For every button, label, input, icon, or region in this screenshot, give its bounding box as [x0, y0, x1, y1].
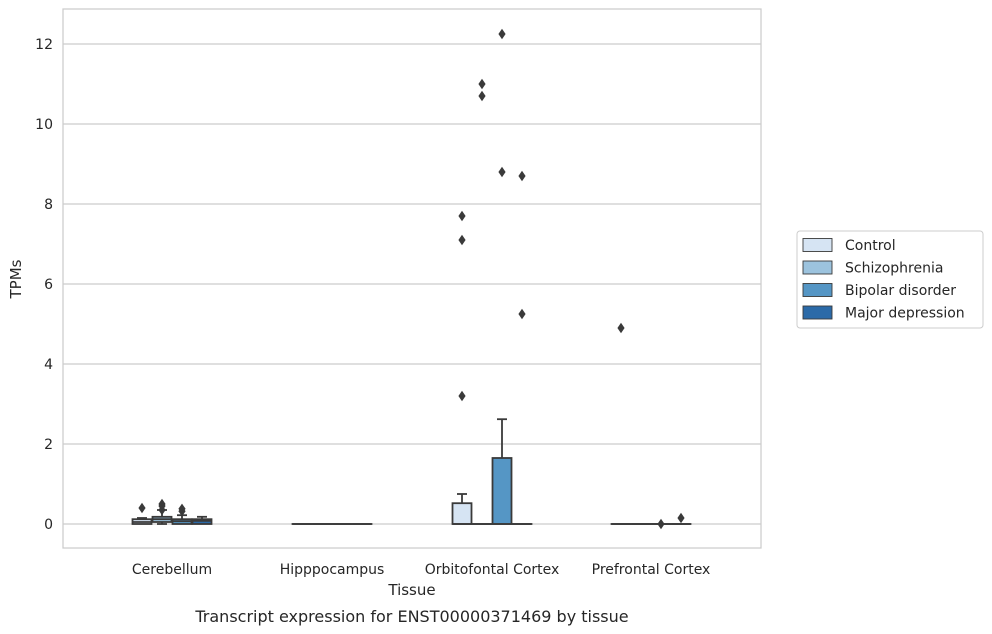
box-3-2 — [511, 170, 533, 525]
y-tick-label: 12 — [35, 37, 53, 53]
box-0-3 — [610, 322, 632, 525]
legend-label: Major depression — [845, 306, 965, 322]
legend-items: Control Schizophrenia Bipolar disorder Majo… — [802, 238, 965, 322]
box-body — [451, 502, 473, 525]
box-3-3 — [670, 512, 692, 525]
legend-swatch — [802, 305, 833, 320]
legend-swatch — [802, 260, 833, 275]
legend-swatch — [802, 238, 833, 252]
plot-frame — [62, 8, 762, 549]
outlier-point — [178, 503, 186, 514]
legend: Control Schizophrenia Bipolar disorder Majo… — [796, 230, 984, 329]
outlier-point — [478, 78, 486, 90]
box-1-2 — [471, 78, 493, 525]
legend-label: Schizophrenia — [845, 261, 943, 277]
outlier-point — [677, 512, 685, 524]
outlier-point — [518, 170, 526, 182]
outlier-point — [657, 518, 665, 530]
x-tick-label: Orbitofontal Cortex — [425, 562, 560, 578]
outlier-point — [478, 90, 486, 102]
outlier-point — [138, 502, 146, 514]
x-axis-title: Tissue — [387, 581, 435, 599]
outlier-point — [498, 28, 506, 40]
outlier-point — [498, 166, 506, 178]
outlier-point — [458, 390, 466, 402]
y-tick-label: 4 — [44, 357, 53, 373]
box-2-0 — [171, 503, 193, 525]
outlier-point — [458, 210, 466, 222]
box-0-2 — [451, 210, 473, 525]
legend-swatch — [802, 283, 833, 297]
x-tick-label: Hipppocampus — [280, 562, 385, 578]
x-tick-label: Prefrontal Cortex — [592, 562, 711, 578]
grid-lines — [63, 43, 761, 525]
y-tick-label: 6 — [44, 277, 53, 293]
box-1-0 — [151, 498, 173, 525]
box-body — [491, 457, 513, 525]
y-tick-label: 8 — [44, 197, 53, 213]
y-tick-label: 10 — [35, 117, 53, 133]
y-axis-title: TPMs — [7, 259, 25, 299]
box-0-0 — [131, 502, 153, 525]
legend-label: Bipolar disorder — [845, 283, 956, 299]
y-tick-label: 2 — [44, 437, 53, 453]
boxes-layer — [131, 28, 692, 530]
legend-label: Control — [845, 238, 896, 254]
x-tick-label: Cerebellum — [132, 562, 212, 578]
chart-caption: Transcript expression for ENST0000037146… — [194, 607, 628, 626]
y-tick-label: 0 — [44, 517, 53, 533]
outlier-point — [458, 234, 466, 246]
outlier-point — [158, 498, 166, 510]
outlier-point — [518, 308, 526, 320]
x-tick-labels: Cerebellum Hipppocampus Orbitofontal Corte… — [132, 562, 710, 578]
outlier-point — [617, 322, 625, 334]
box-2-3 — [650, 518, 672, 530]
y-tick-labels: 0 2 4 6 8 10 12 — [35, 37, 53, 533]
box-2-2 — [491, 28, 513, 525]
box-3-0 — [191, 515, 213, 525]
legend-frame — [796, 230, 984, 329]
